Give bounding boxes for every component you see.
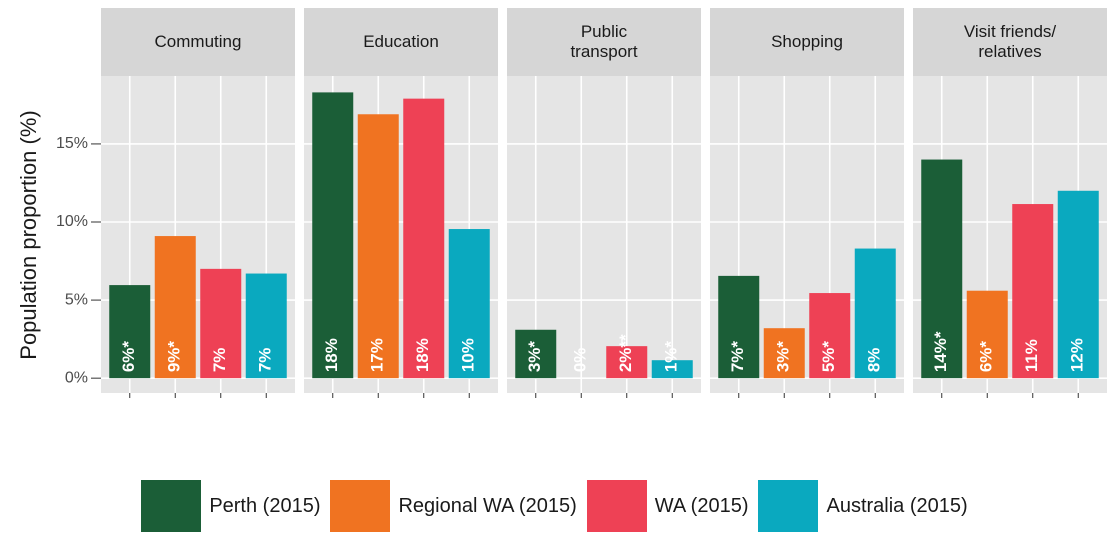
bar <box>854 248 896 379</box>
facet-strip: Public transport <box>507 8 701 76</box>
bar <box>1012 204 1054 379</box>
legend-key <box>586 480 647 532</box>
y-tick-label: 10% <box>56 213 88 230</box>
y-tick-label: 15% <box>56 135 88 152</box>
value-label: 7%* <box>728 341 747 373</box>
bar <box>966 290 1008 379</box>
bar <box>763 328 805 379</box>
legend-key <box>141 480 202 532</box>
legend-item: WA (2015) <box>586 480 749 532</box>
bar <box>1057 190 1099 379</box>
legend-item: Perth (2015) <box>141 480 320 532</box>
value-label: 18% <box>413 338 432 372</box>
value-label: 0% <box>571 348 590 373</box>
bar <box>245 273 287 379</box>
bar <box>921 159 963 379</box>
value-label: 18% <box>322 338 341 372</box>
bar <box>403 98 445 379</box>
legend-label: WA (2015) <box>654 494 749 517</box>
legend-item: Australia (2015) <box>758 480 968 532</box>
legend-label: Perth (2015) <box>209 494 321 517</box>
value-label: 2%** <box>616 334 635 372</box>
bar <box>109 285 151 379</box>
value-label: 11% <box>1022 339 1041 372</box>
facet-strip: Visit friends/ relatives <box>913 8 1107 76</box>
bar <box>312 92 354 379</box>
legend: Perth (2015) Regional WA (2015) WA (2015) A… <box>0 480 1109 532</box>
bar <box>651 360 693 379</box>
value-label: 3%* <box>774 341 793 373</box>
value-label: 7% <box>210 348 229 373</box>
value-label: 3%* <box>525 341 544 373</box>
bar <box>357 114 399 379</box>
value-label: 6%* <box>119 341 138 373</box>
value-label: 14%* <box>931 331 950 372</box>
value-label: 9%* <box>165 341 184 373</box>
value-label: 10% <box>459 338 478 372</box>
bar <box>718 275 760 379</box>
bar <box>154 236 196 379</box>
y-axis-title: Population proportion (%) <box>16 110 41 359</box>
value-label: 8% <box>865 348 884 373</box>
legend-key <box>330 480 391 532</box>
bar <box>200 268 242 379</box>
y-tick-label: 0% <box>65 369 88 386</box>
facet-strip: Commuting <box>101 8 295 76</box>
bar <box>809 293 851 379</box>
bar <box>448 229 490 379</box>
bar <box>606 346 648 379</box>
value-label: 6%* <box>977 341 996 373</box>
value-label: 7% <box>256 348 275 373</box>
legend-label: Regional WA (2015) <box>398 494 577 517</box>
legend-label: Australia (2015) <box>826 494 968 517</box>
bar <box>515 329 557 379</box>
value-label: 1%* <box>662 341 681 373</box>
value-label: 17% <box>368 338 387 372</box>
value-label: 5%* <box>819 341 838 373</box>
value-label: 12% <box>1068 338 1087 372</box>
legend-key <box>758 480 819 532</box>
legend-item: Regional WA (2015) <box>330 480 577 532</box>
facet-strip: Shopping <box>710 8 904 76</box>
y-tick-label: 5% <box>65 291 88 308</box>
facet-strip: Education <box>304 8 498 76</box>
